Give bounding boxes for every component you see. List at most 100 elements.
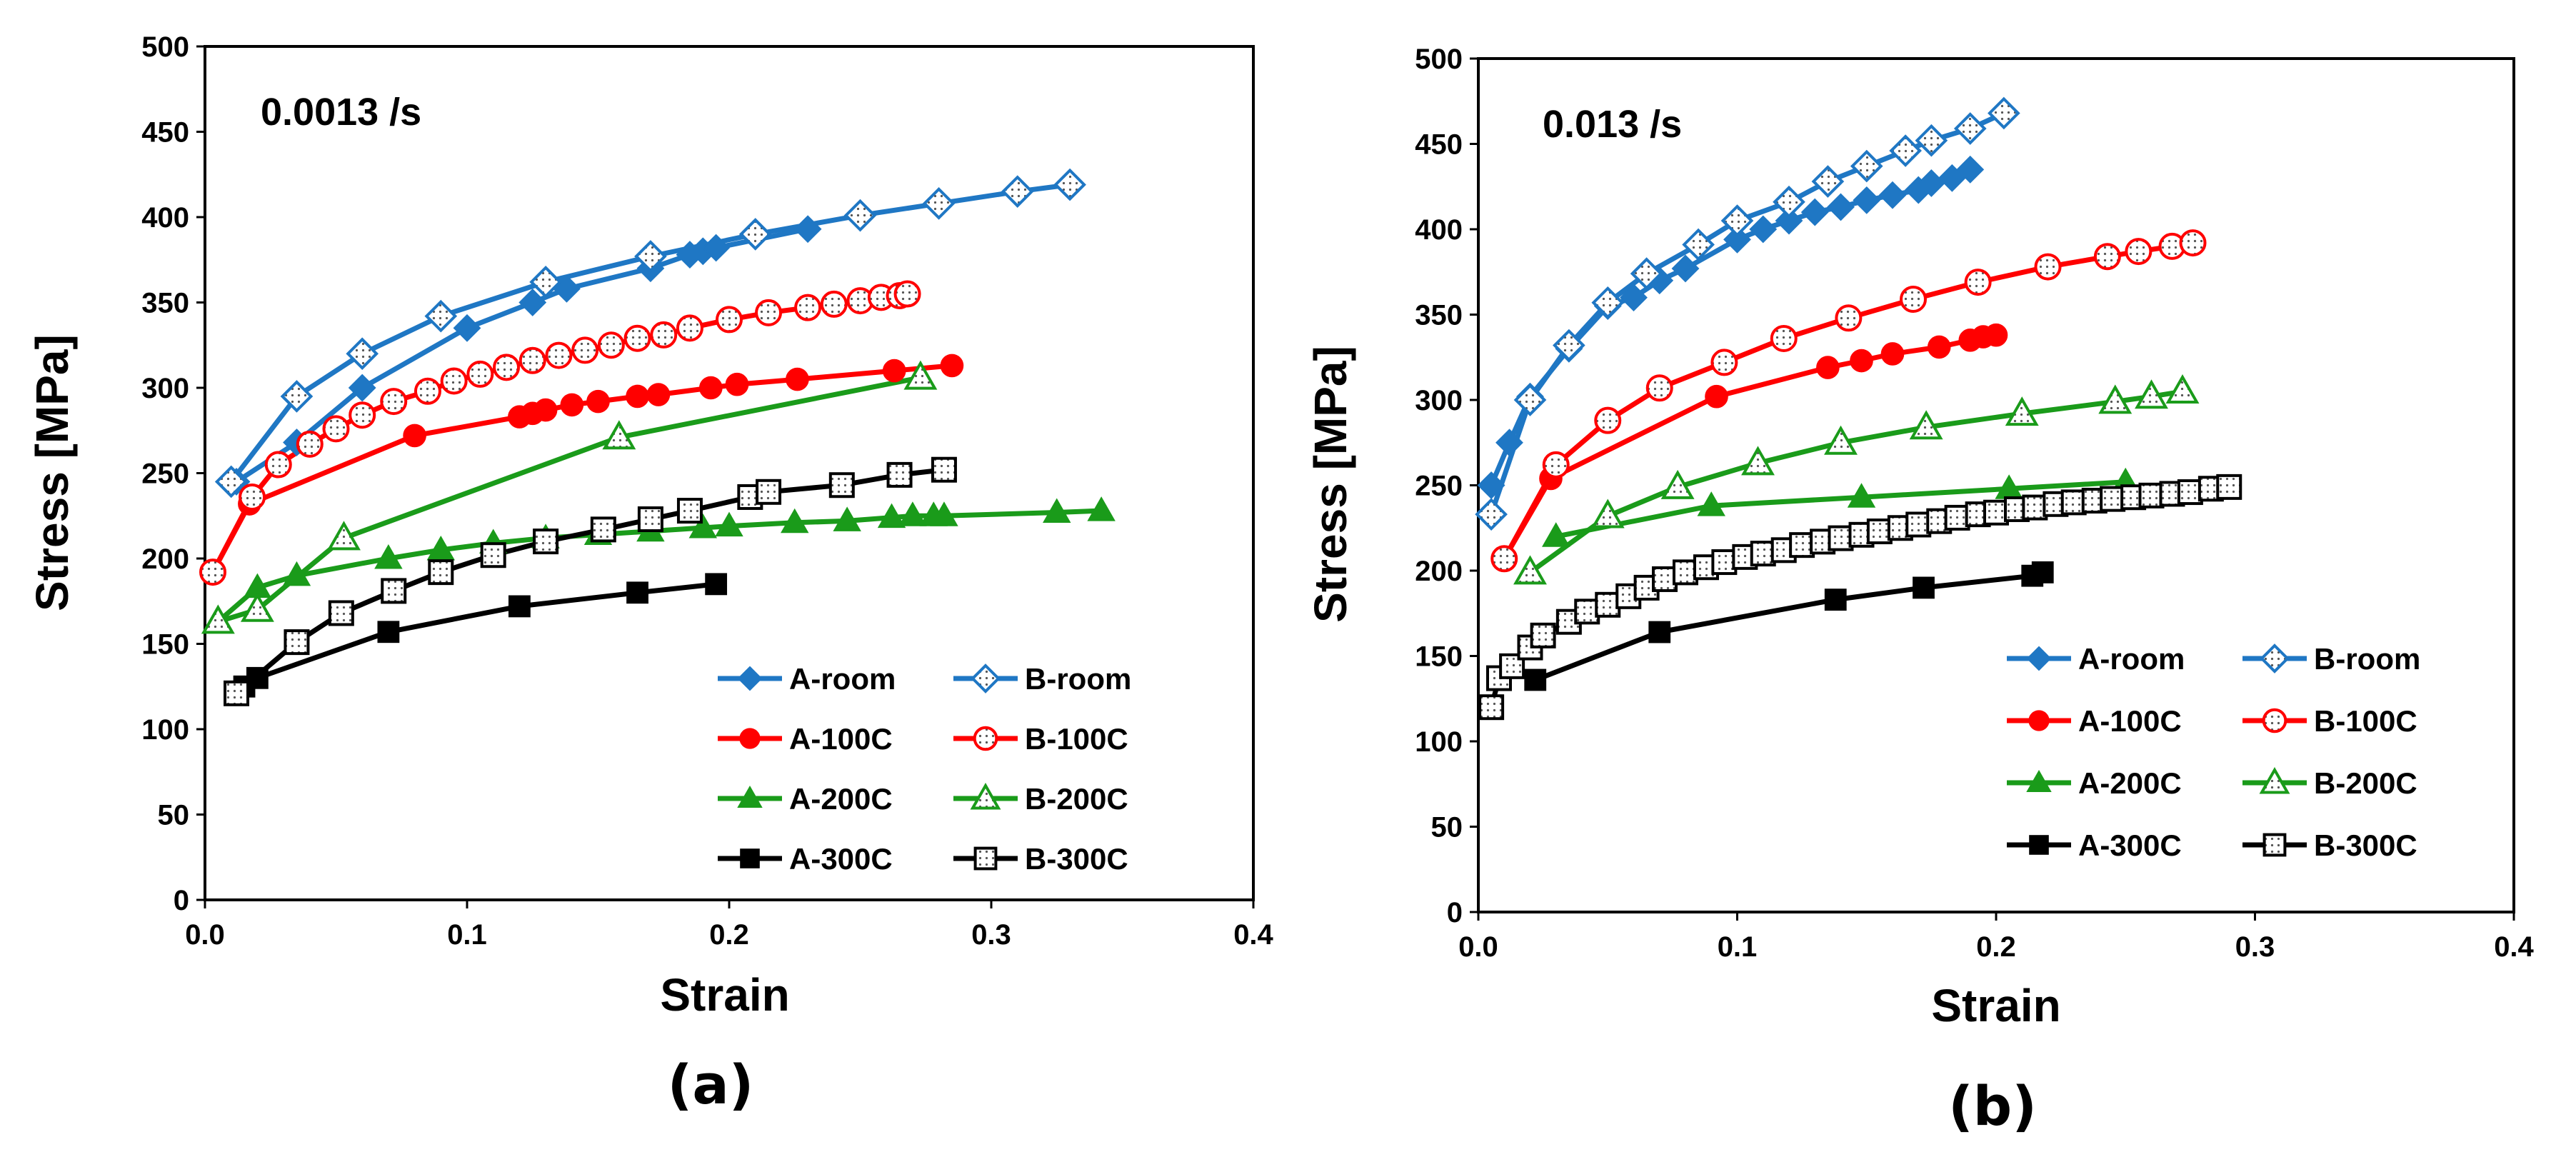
data-point-b-room: [1513, 384, 1547, 416]
data-point-b-300c: [2216, 474, 2242, 500]
data-point-a-100c: [882, 359, 906, 383]
y-tick-label: 150: [141, 629, 189, 661]
y-tick-label: 350: [141, 288, 189, 319]
rate-label-b: 0.013 /s: [1543, 103, 1682, 146]
y-tick-label: 0: [174, 885, 189, 916]
data-point-a-room: [1749, 215, 1778, 244]
data-point-b-200c: [1660, 469, 1695, 499]
data-point-b-100c: [676, 314, 703, 342]
data-point-a-200c: [1542, 522, 1570, 547]
data-point-a-100c: [786, 367, 809, 391]
y-tick-label: 450: [141, 117, 189, 149]
series-line-b-200c: [1528, 389, 2183, 575]
data-point-a-100c: [1927, 335, 1951, 359]
y-axis-title-a: Stress [MPa]: [26, 334, 78, 611]
data-point-a-100c: [699, 376, 723, 400]
data-point-b-100c: [2125, 238, 2152, 266]
caption-a: (a): [668, 1053, 754, 1116]
data-point-a-room: [518, 289, 547, 316]
data-point-b-300c: [886, 461, 913, 488]
data-point-b-300c: [676, 498, 703, 524]
rate-label-a: 0.0013 /s: [261, 91, 421, 134]
y-tick-label: 500: [141, 31, 189, 63]
y-tick-label: 250: [141, 459, 189, 490]
data-point-a-100c: [560, 393, 584, 417]
data-point-a-300c: [626, 581, 648, 604]
data-point-a-300c: [1824, 588, 1847, 611]
data-point-b-room: [738, 218, 772, 251]
x-tick-label: 0.4: [1233, 919, 1273, 951]
legend-label-b-200c: B-200C: [1025, 782, 1128, 816]
data-point-a-100c: [403, 424, 426, 448]
data-point-b-room: [214, 465, 248, 499]
legend-marker-a-200c: [2026, 769, 2052, 792]
data-point-b-300c: [756, 479, 782, 505]
legend-label-a-200c: A-200C: [2078, 766, 2182, 800]
data-point-a-200c: [930, 501, 958, 526]
data-point-b-100c: [2034, 253, 2062, 281]
data-point-b-room: [529, 265, 562, 299]
data-point-a-room: [1800, 198, 1829, 226]
data-point-b-100c: [349, 401, 376, 429]
data-point-b-100c: [414, 377, 441, 405]
data-point-a-100c: [646, 383, 671, 406]
data-point-b-200c: [1741, 446, 1775, 476]
data-point-b-100c: [2093, 243, 2121, 271]
y-tick-label: 450: [1415, 129, 1463, 161]
data-point-a-200c: [1087, 496, 1116, 521]
x-tick-label: 0.0: [1458, 931, 1498, 963]
x-tick-label: 0.0: [185, 919, 225, 951]
data-point-a-300c: [377, 621, 400, 643]
data-point-b-200c: [327, 521, 361, 551]
data-point-b-100c: [545, 341, 573, 369]
data-point-a-200c: [715, 511, 743, 537]
data-point-b-100c: [296, 430, 324, 458]
data-point-b-200c: [240, 592, 274, 622]
data-point-b-100c: [893, 280, 921, 308]
data-point-b-100c: [650, 321, 678, 349]
data-point-b-100c: [493, 354, 521, 381]
y-tick-label: 150: [1415, 641, 1463, 673]
data-point-a-100c: [1816, 356, 1840, 379]
legend-marker-b-200c: [2259, 766, 2290, 794]
data-point-b-room: [1850, 149, 1883, 183]
data-point-b-300c: [1574, 598, 1600, 625]
data-point-a-room: [348, 374, 376, 402]
data-point-a-room: [453, 314, 481, 342]
legend-label-b-300c: B-300C: [2314, 828, 2417, 862]
legend-marker-b-300c: [973, 846, 998, 871]
data-point-b-100c: [380, 388, 408, 416]
legend-marker-a-room: [737, 666, 763, 691]
data-point-b-100c: [1964, 269, 1992, 296]
legend-label-b-200c: B-200C: [2314, 766, 2417, 800]
data-point-b-100c: [264, 451, 292, 479]
y-tick-label: 500: [1415, 44, 1463, 75]
data-point-b-300c: [1905, 511, 1932, 538]
legend-marker-a-200c: [737, 785, 763, 808]
data-point-a-100c: [1850, 349, 1873, 373]
y-tick-label: 200: [141, 544, 189, 575]
legend-label-b-room: B-room: [2314, 642, 2420, 676]
data-point-b-100c: [623, 324, 651, 352]
data-point-a-300c: [1648, 621, 1671, 643]
data-point-a-room: [1878, 181, 1907, 209]
data-point-b-100c: [2179, 229, 2207, 257]
legend-marker-a-300c: [2029, 835, 2049, 855]
data-point-b-200c: [1824, 425, 1858, 455]
legend-label-a-room: A-room: [789, 662, 896, 696]
data-point-a-200c: [898, 501, 927, 526]
data-point-a-200c: [1697, 491, 1725, 516]
y-tick-label: 350: [1415, 300, 1463, 331]
legend-label-b-room: B-room: [1025, 662, 1131, 696]
data-point-a-200c: [1043, 498, 1071, 523]
series-layer-a: [199, 168, 1116, 706]
y-tick-label: 250: [1415, 471, 1463, 502]
legend-marker-b-200c: [970, 782, 1001, 810]
x-tick-label: 0.1: [1718, 931, 1758, 963]
data-point-b-200c: [2005, 396, 2039, 426]
y-tick-label: 400: [1415, 214, 1463, 246]
legend-marker-a-300c: [740, 848, 760, 868]
data-point-a-300c: [246, 666, 269, 689]
data-point-b-200c: [1590, 499, 1625, 529]
data-point-b-room: [1475, 498, 1508, 531]
